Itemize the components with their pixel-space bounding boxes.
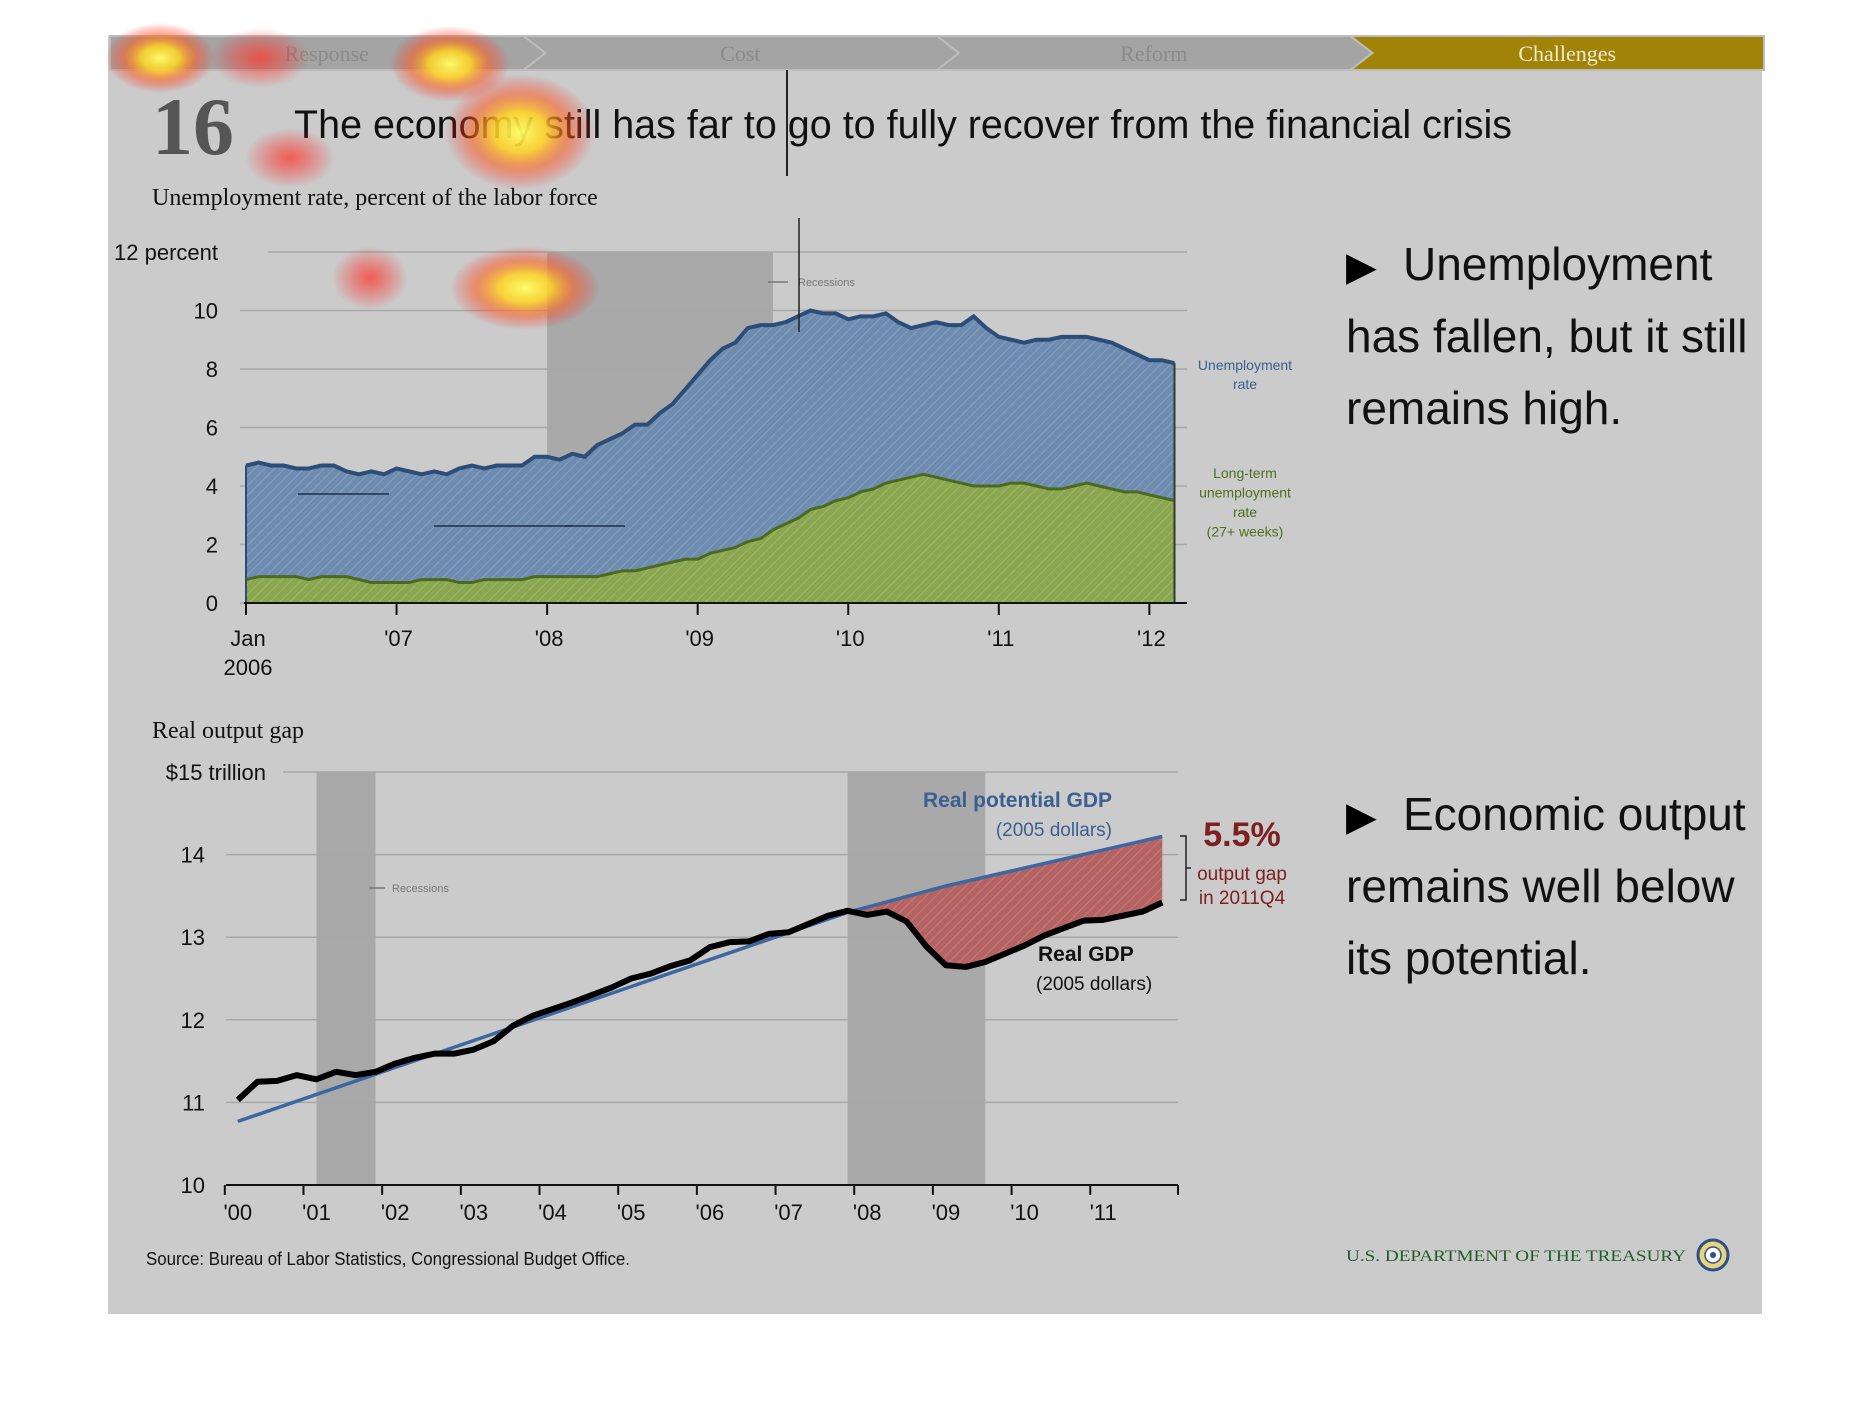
gap-caption: output gap in 2011Q4 — [1197, 864, 1287, 909]
chart2-title: Real output gap — [152, 718, 304, 744]
recession-band — [316, 772, 376, 1185]
x-tick-label: '08 — [853, 1200, 882, 1225]
nav-tab-label: Challenges — [1518, 41, 1616, 66]
nav-tab-reform[interactable]: Reform — [934, 35, 1375, 71]
nav-tab-shape — [1347, 35, 1765, 71]
nav-tab-label: Reform — [1120, 41, 1187, 66]
longterm-hatch — [246, 474, 1175, 603]
y-tick-label: $15 trillion — [166, 760, 266, 785]
recession-band — [847, 772, 986, 1185]
y-tick-label: 2 — [206, 533, 218, 558]
bullet-text-line: remains high. — [1346, 382, 1622, 434]
unemployment-line — [245, 308, 1175, 477]
x-tick-label: '11 — [1090, 1200, 1117, 1225]
real-gdp-label: Real GDP (2005 dollars) — [1036, 943, 1152, 995]
x-tick-label: '11 — [987, 626, 1014, 651]
bullet-text-line: Unemployment — [1403, 238, 1713, 290]
nav-tab-challenges[interactable]: Challenges — [1347, 35, 1765, 71]
y-tick-label: 6 — [206, 416, 218, 441]
potential-gdp-label: Real potential GDP (2005 dollars) — [923, 789, 1112, 841]
x-tick-label: '00 — [223, 1200, 252, 1225]
bullet-text-line: its potential. — [1346, 932, 1591, 984]
x-tick-label: '01 — [302, 1200, 331, 1225]
x-tick-label: '07 — [774, 1200, 803, 1225]
real-gdp-line — [235, 899, 1164, 1103]
longterm-series-label: Long-term unemployment rate (27+ weeks) — [1199, 465, 1291, 540]
unemployment-series-label: Unemployment rate — [1198, 357, 1292, 392]
slide-number: 16 — [152, 81, 234, 172]
unemployment-chart: 0 2 4 6 8 10 12 percent Recessions Jan '07 '08 '09 '… — [114, 218, 1292, 680]
y-tick-label: 12 — [181, 1008, 205, 1033]
y-tick-label: 10 — [194, 299, 218, 324]
output-gap-hatch — [847, 836, 1163, 967]
longterm-line — [245, 472, 1175, 585]
y-tick-label: 12 percent — [114, 240, 218, 265]
recession-legend-label: Recessions — [798, 277, 855, 289]
x-tick-label: '08 — [535, 626, 564, 651]
bullet-text-line: has fallen, but it still — [1346, 310, 1747, 362]
output-gap-chart: 10 11 12 13 14 $15 trillion Recessions '00 '01 '0… — [166, 760, 1287, 1225]
y-tick-label: 14 — [181, 843, 205, 868]
y-tick-label: 13 — [181, 925, 205, 950]
x-tick-label: '09 — [932, 1200, 961, 1225]
treasury-seal-icon — [1696, 1238, 1730, 1272]
gap-bracket — [1180, 835, 1191, 901]
y-tick-label: 11 — [182, 1090, 205, 1115]
x-tick-label: '04 — [538, 1200, 567, 1225]
y-tick-label: 8 — [206, 357, 218, 382]
x-tick-label: '06 — [696, 1200, 725, 1225]
x-tick-label: '12 — [1137, 626, 1166, 651]
section-nav: Response Cost Reform Challenges — [109, 35, 1765, 71]
x-tick-label: '05 — [617, 1200, 646, 1225]
bullet-list: ▶ Unemployment has fallen, but it still rem… — [1346, 238, 1747, 984]
x-tick-label: '10 — [836, 626, 865, 651]
bullet-text-line: Economic output — [1403, 788, 1746, 840]
bullet-marker-icon: ▶ — [1346, 795, 1377, 839]
bullet-text-line: remains well below — [1346, 860, 1735, 912]
potential-gdp-line — [237, 834, 1163, 1124]
x-tick-label: '02 — [381, 1200, 410, 1225]
recession-legend-label: Recessions — [392, 883, 449, 895]
y-tick-label: 0 — [206, 591, 218, 616]
agency-name: U.S. DEPARTMENT OF THE TREASURY — [1346, 1248, 1687, 1265]
y-tick-label: 4 — [206, 474, 218, 499]
x-tick-sublabel: 2006 — [224, 655, 273, 680]
bullet-item: ▶ Unemployment has fallen, but it still rem… — [1346, 238, 1747, 434]
x-tick-label: Jan — [230, 626, 265, 651]
nav-tab-label: Cost — [720, 41, 760, 66]
gap-value-label: 5.5% — [1203, 816, 1281, 854]
nav-tab-cost[interactable]: Cost — [520, 35, 961, 71]
bullet-item: ▶ Economic output remains well below its po… — [1346, 788, 1746, 984]
x-tick-label: '10 — [1010, 1200, 1039, 1225]
source-note: Source: Bureau of Labor Statistics, Cong… — [146, 1249, 630, 1269]
x-tick-label: '03 — [459, 1200, 488, 1225]
attention-heatmap-overlay — [105, 23, 600, 330]
x-tick-label: '07 — [384, 626, 413, 651]
y-tick-label: 10 — [181, 1173, 205, 1198]
bullet-marker-icon: ▶ — [1346, 245, 1377, 289]
x-tick-label: '09 — [685, 626, 714, 651]
